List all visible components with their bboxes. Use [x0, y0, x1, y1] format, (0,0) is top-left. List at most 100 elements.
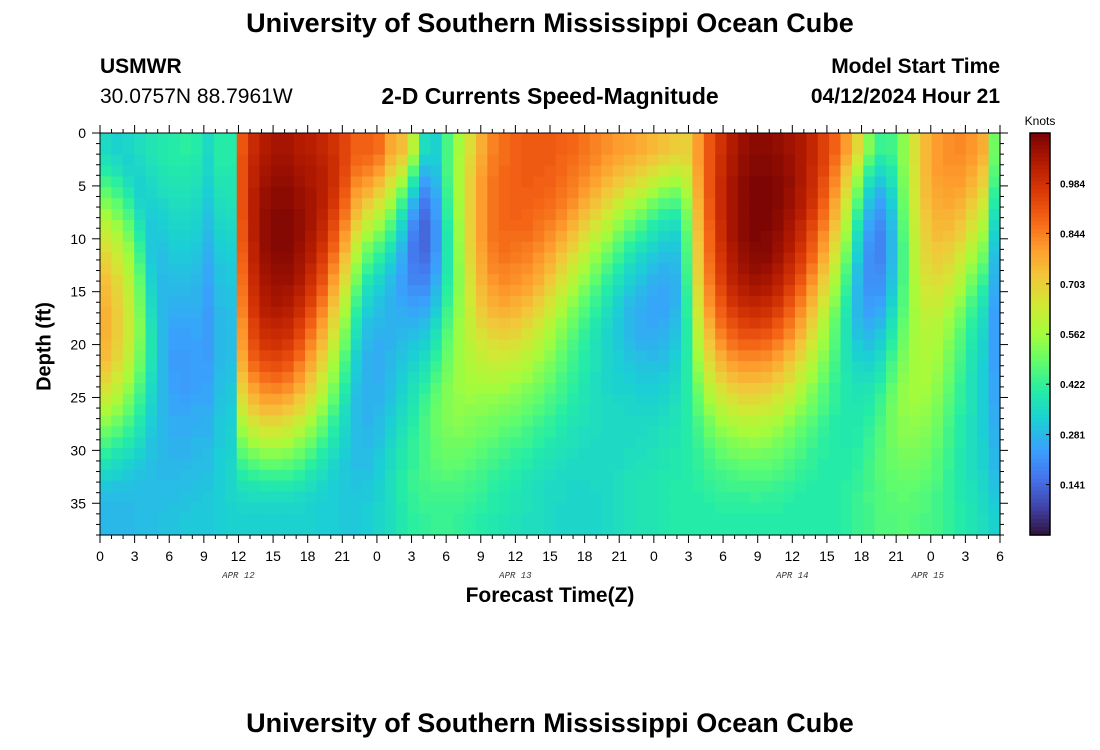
colorbar-segment	[1030, 442, 1050, 448]
heatmap-cell	[954, 274, 967, 286]
heatmap-cell	[156, 187, 169, 199]
heatmap-cell	[829, 317, 842, 330]
heatmap-cell	[897, 143, 910, 156]
heatmap-cell	[316, 502, 329, 514]
heatmap-cell	[293, 437, 306, 449]
heatmap-cell	[350, 480, 363, 493]
heatmap-cell	[578, 154, 591, 167]
heatmap-cell	[737, 187, 750, 199]
heatmap-cell	[931, 230, 944, 243]
heatmap-cell	[225, 372, 238, 384]
heatmap-cell	[703, 469, 716, 482]
heatmap-cell	[384, 350, 397, 362]
heatmap-cell	[316, 198, 329, 210]
heatmap-cell	[248, 404, 261, 417]
heatmap-cell	[737, 502, 750, 514]
heatmap-cell	[168, 524, 181, 536]
colorbar-segment	[1030, 374, 1050, 379]
x-tick-label: 0	[650, 548, 658, 564]
colorbar-segment	[1030, 478, 1050, 484]
heatmap-cell	[487, 143, 500, 156]
heatmap-cell	[259, 230, 272, 243]
colorbar-segment	[1030, 289, 1050, 295]
heatmap-cell	[578, 252, 591, 264]
heatmap-cell	[737, 176, 750, 188]
heatmap-cell	[134, 263, 147, 275]
heatmap-cell	[475, 143, 488, 156]
heatmap-cell	[886, 274, 899, 286]
colorbar-segment	[1030, 229, 1050, 235]
heatmap-cell	[202, 448, 215, 460]
heatmap-cell	[977, 350, 990, 362]
heatmap-cell	[498, 274, 511, 286]
heatmap-cell	[977, 274, 990, 286]
heatmap-cell	[111, 317, 124, 330]
heatmap-cell	[760, 317, 773, 330]
heatmap-cell	[988, 219, 1001, 232]
heatmap-cell	[521, 372, 534, 384]
heatmap-cell	[441, 143, 454, 156]
heatmap-cell	[578, 241, 591, 254]
heatmap-cell	[532, 524, 545, 536]
heatmap-cell	[418, 372, 431, 384]
heatmap-cell	[943, 415, 956, 427]
heatmap-cell	[635, 230, 648, 243]
heatmap-cell	[213, 165, 226, 178]
heatmap-cell	[555, 361, 568, 373]
heatmap-cell	[715, 448, 728, 460]
heatmap-cell	[806, 295, 819, 308]
heatmap-cell	[259, 219, 272, 232]
heatmap-cell	[475, 219, 488, 232]
heatmap-cell	[510, 448, 523, 460]
heatmap-cell	[213, 209, 226, 221]
heatmap-cell	[567, 339, 580, 351]
heatmap-cell	[521, 361, 534, 373]
heatmap-cell	[715, 252, 728, 264]
heatmap-cell	[305, 491, 318, 503]
heatmap-cell	[544, 524, 557, 536]
heatmap-cell	[327, 263, 340, 275]
heatmap-cell	[931, 295, 944, 308]
heatmap-cell	[794, 372, 807, 384]
heatmap-cell	[156, 241, 169, 254]
heatmap-cell	[487, 513, 500, 525]
heatmap-cell	[555, 219, 568, 232]
heatmap-cell	[156, 143, 169, 156]
heatmap-cell	[829, 437, 842, 449]
heatmap-cell	[396, 361, 409, 373]
heatmap-cell	[122, 241, 135, 254]
heatmap-cell	[339, 491, 352, 503]
heatmap-cell	[487, 502, 500, 514]
heatmap-cell	[897, 361, 910, 373]
heatmap-cell	[327, 133, 340, 145]
heatmap-cell	[977, 176, 990, 188]
heatmap-cell	[806, 513, 819, 525]
heatmap-cell	[589, 328, 602, 341]
heatmap-cell	[179, 328, 192, 341]
heatmap-cell	[737, 165, 750, 178]
heatmap-cell	[681, 165, 693, 178]
heatmap-cell	[510, 361, 523, 373]
heatmap-cell	[943, 437, 956, 449]
heatmap-cell	[487, 372, 500, 384]
heatmap-cell	[418, 393, 431, 406]
heatmap-cell	[681, 415, 693, 427]
heatmap-cell	[532, 187, 545, 199]
heatmap-cell	[635, 502, 648, 514]
colorbar-segment	[1030, 317, 1050, 323]
heatmap-cell	[567, 154, 580, 167]
heatmap-cell	[874, 328, 887, 341]
heatmap-cell	[646, 426, 659, 438]
heatmap-cell	[191, 491, 204, 503]
heatmap-cell	[510, 154, 523, 167]
heatmap-cell	[624, 263, 637, 275]
heatmap-cell	[772, 382, 785, 395]
heatmap-cell	[692, 187, 705, 199]
colorbar-segment	[1030, 241, 1050, 247]
heatmap-cell	[202, 480, 215, 493]
heatmap-cell	[441, 480, 454, 493]
heatmap-cell	[920, 295, 933, 308]
heatmap-cell	[521, 502, 534, 514]
heatmap-cell	[270, 469, 283, 482]
heatmap-cell	[863, 306, 876, 319]
